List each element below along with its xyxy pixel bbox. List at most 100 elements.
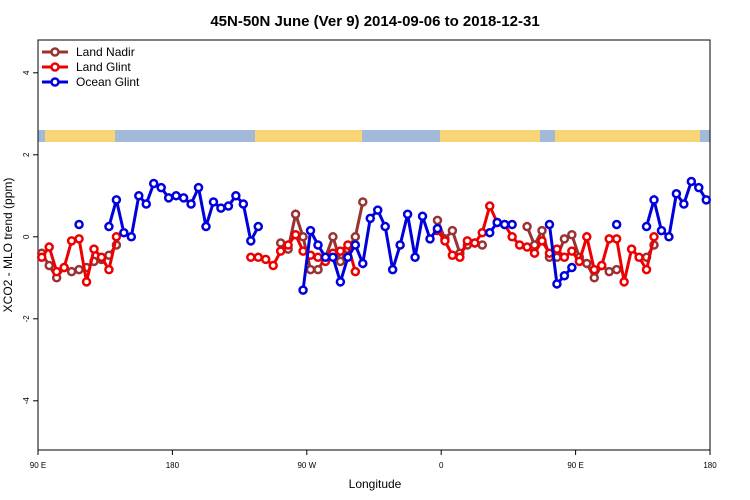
data-point (544, 219, 555, 230)
data-point (104, 264, 114, 275)
data-point (499, 219, 510, 230)
data-point (36, 252, 47, 263)
data-point (111, 195, 122, 205)
data-point (552, 279, 562, 289)
data-point (634, 252, 644, 263)
data-point (664, 232, 674, 242)
data-point (313, 252, 323, 263)
data-point (134, 191, 144, 201)
data-point (567, 262, 577, 273)
data-point (410, 252, 420, 263)
data-point (89, 244, 99, 254)
data-point (246, 252, 256, 263)
data-point (649, 195, 659, 205)
data-point (231, 191, 241, 201)
data-point (484, 201, 495, 211)
data-point (559, 252, 570, 263)
series (36, 201, 659, 287)
data-point (298, 246, 308, 256)
data-point (253, 252, 264, 263)
data-point (432, 223, 443, 234)
data-point (402, 209, 413, 219)
data-point (522, 221, 532, 232)
data-point (671, 189, 682, 199)
legend-label: Land Glint (76, 60, 131, 74)
data-point (656, 225, 667, 236)
data-point (522, 242, 532, 252)
data-point (529, 248, 540, 258)
data-point (246, 236, 256, 246)
data-point (417, 211, 428, 222)
series (74, 176, 712, 295)
data-point (432, 215, 443, 226)
data-point (283, 240, 293, 250)
data-point (574, 256, 585, 267)
data-point (455, 252, 465, 263)
data-point (335, 246, 346, 256)
data-point (567, 230, 577, 240)
x-tick-label: 90 E (567, 461, 583, 470)
data-point (104, 221, 114, 232)
data-point (611, 219, 622, 230)
data-point (66, 236, 77, 246)
data-point (313, 264, 323, 275)
data-point (395, 240, 405, 250)
data-point (268, 260, 278, 271)
data-point (358, 258, 368, 269)
data-point (380, 221, 390, 232)
data-point (626, 244, 637, 254)
data-point (208, 197, 219, 207)
y-tick-label: 2 (22, 152, 31, 157)
data-point (582, 232, 592, 242)
data-point (260, 254, 271, 265)
y-tick-label: -2 (22, 315, 31, 323)
data-point (701, 195, 712, 205)
legend-label: Ocean Glint (76, 75, 140, 89)
data-point (484, 227, 495, 238)
legend-marker (50, 47, 60, 57)
data-point (335, 256, 346, 267)
data-point (44, 260, 54, 271)
plot-frame (37, 39, 711, 451)
data-point (343, 252, 353, 263)
x-tick-label: 180 (703, 461, 717, 470)
data-point (141, 199, 152, 209)
data-point (462, 236, 473, 246)
data-point (275, 246, 286, 256)
data-point (193, 182, 204, 193)
data-point (537, 236, 547, 246)
data-point (514, 240, 525, 250)
data-point (290, 209, 301, 219)
data-point (589, 273, 600, 283)
data-point (470, 238, 480, 248)
legend-marker (50, 77, 60, 87)
data-point (559, 234, 570, 244)
data-point (335, 277, 346, 287)
data-point (44, 242, 54, 252)
data-point (66, 266, 77, 277)
data-point (328, 252, 338, 263)
data-point (350, 240, 361, 250)
data-point (59, 262, 69, 273)
data-point (223, 201, 234, 211)
data-point (537, 225, 547, 236)
data-point (320, 252, 331, 263)
data-point (492, 217, 502, 228)
data-point (74, 219, 84, 230)
data-point (387, 264, 398, 275)
data-point (148, 178, 159, 189)
data-point (298, 232, 308, 242)
data-point (186, 199, 196, 209)
data-point (350, 232, 361, 242)
data-point (641, 221, 652, 232)
data-point (589, 264, 600, 275)
data-point (126, 232, 137, 242)
data-point (305, 264, 316, 275)
x-tick-label: 90 W (297, 461, 316, 470)
data-point (611, 234, 622, 244)
data-point (604, 266, 614, 277)
data-point (119, 227, 129, 238)
data-point (171, 191, 181, 201)
data-point (358, 197, 368, 207)
